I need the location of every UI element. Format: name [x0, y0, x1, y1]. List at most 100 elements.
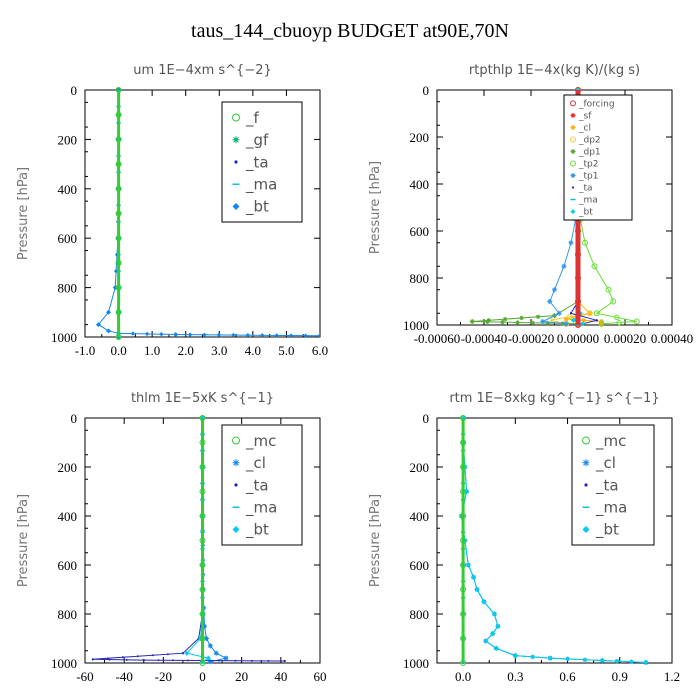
x-tick-label: 0.9	[612, 669, 628, 684]
legend-marker	[570, 209, 576, 215]
legend-label: _cl	[578, 124, 591, 134]
data-point	[599, 658, 605, 664]
data-point	[547, 655, 553, 661]
y-axis-label: Pressure [hPa]	[368, 494, 383, 587]
y-tick-label: 1000	[403, 318, 429, 333]
data-point	[260, 333, 265, 338]
x-tick-label: 0.00040	[651, 331, 693, 346]
data-point	[460, 635, 467, 642]
data-point	[460, 537, 467, 544]
legend-label: _gf	[245, 131, 269, 150]
data-point	[317, 333, 320, 339]
legend-marker	[234, 483, 238, 487]
legend-label: _ma	[578, 196, 598, 206]
data-point	[199, 488, 206, 495]
legend-label: _bt	[245, 198, 269, 217]
y-tick-label: 200	[410, 130, 430, 145]
y-tick-label: 0	[71, 411, 78, 426]
data-point	[460, 562, 467, 568]
data-point	[580, 321, 586, 327]
legend-label: _ta	[245, 153, 269, 172]
x-tick-label: -1.0	[75, 343, 96, 358]
data-point	[563, 321, 569, 327]
data-point	[605, 286, 612, 293]
series-group	[95, 87, 320, 340]
data-point	[151, 654, 154, 657]
data-point	[283, 659, 286, 663]
data-point	[108, 658, 111, 661]
panel-title: rtm 1E−8xkg kg^{−1} s^{−1}	[449, 391, 659, 406]
data-point	[142, 658, 145, 662]
data-point	[512, 653, 518, 659]
y-tick-label: 400	[58, 182, 78, 197]
data-point	[115, 210, 122, 217]
data-point	[490, 631, 496, 637]
data-point	[199, 635, 206, 642]
data-point	[181, 652, 185, 655]
data-point	[547, 299, 553, 304]
y-tick-label: 200	[58, 132, 78, 147]
x-tick-label: 40	[274, 669, 287, 684]
x-tick-label: 0.00000	[557, 331, 599, 346]
data-point	[460, 464, 467, 470]
legend-marker	[570, 100, 576, 107]
x-tick-label: 2.0	[178, 343, 194, 358]
data-point	[186, 659, 189, 662]
y-tick-label: 600	[410, 558, 430, 573]
data-point	[575, 275, 581, 281]
data-point	[569, 312, 573, 315]
data-point	[460, 660, 467, 666]
legend-label: _bt	[578, 208, 593, 218]
data-point	[216, 332, 222, 338]
legend-label: _tp1	[578, 172, 598, 182]
y-tick-label: 200	[58, 460, 78, 475]
panel-title: thlm 1E−5xK s^{−1}	[131, 391, 274, 406]
y-tick-label: 400	[58, 509, 78, 524]
data-point	[515, 320, 520, 325]
y-tick-label: 200	[410, 460, 430, 475]
legend-marker	[570, 160, 576, 167]
x-tick-label: 20	[235, 669, 248, 684]
data-point	[203, 636, 209, 641]
legend-label: _dp1	[578, 148, 601, 158]
x-tick-label: 0.3	[507, 669, 523, 684]
data-point	[465, 562, 471, 568]
data-point	[115, 185, 122, 192]
legend-marker	[582, 459, 590, 467]
y-tick-label: 600	[58, 558, 78, 573]
data-point	[267, 659, 270, 662]
data-point	[199, 415, 206, 421]
data-point	[614, 659, 620, 664]
series-group	[91, 415, 286, 666]
y-tick-label: 800	[410, 271, 430, 286]
panel-thlm: thlm 1E−5xK s^{−1} Pressure [hPa] -60 -40 -2…	[16, 391, 327, 684]
data-point	[530, 654, 535, 660]
data-point	[460, 611, 467, 617]
legend-marker	[582, 436, 590, 445]
legend-label: _mc	[595, 432, 626, 451]
data-point	[95, 322, 101, 328]
data-point	[205, 655, 211, 661]
legend-marker	[570, 112, 576, 118]
data-point	[115, 111, 122, 118]
data-point	[184, 650, 190, 656]
x-tick-label: 5.0	[278, 343, 294, 358]
y-axis-label: Pressure [hPa]	[16, 167, 31, 260]
data-point	[207, 643, 213, 649]
data-point	[460, 415, 467, 421]
x-tick-label: 0	[199, 669, 206, 684]
data-point	[460, 439, 467, 446]
legend-marker	[232, 525, 240, 533]
legend-marker	[570, 148, 576, 154]
data-point	[250, 659, 253, 662]
data-point	[217, 659, 220, 662]
figure-title: taus_144_cbuoyp BUDGET at90E,70N	[191, 20, 509, 42]
y-tick-label: 0	[423, 83, 430, 98]
data-point	[159, 332, 164, 337]
y-tick-label: 600	[58, 231, 78, 246]
data-point	[591, 263, 598, 270]
data-point	[460, 488, 467, 495]
data-point	[556, 310, 562, 316]
data-point	[545, 320, 550, 326]
